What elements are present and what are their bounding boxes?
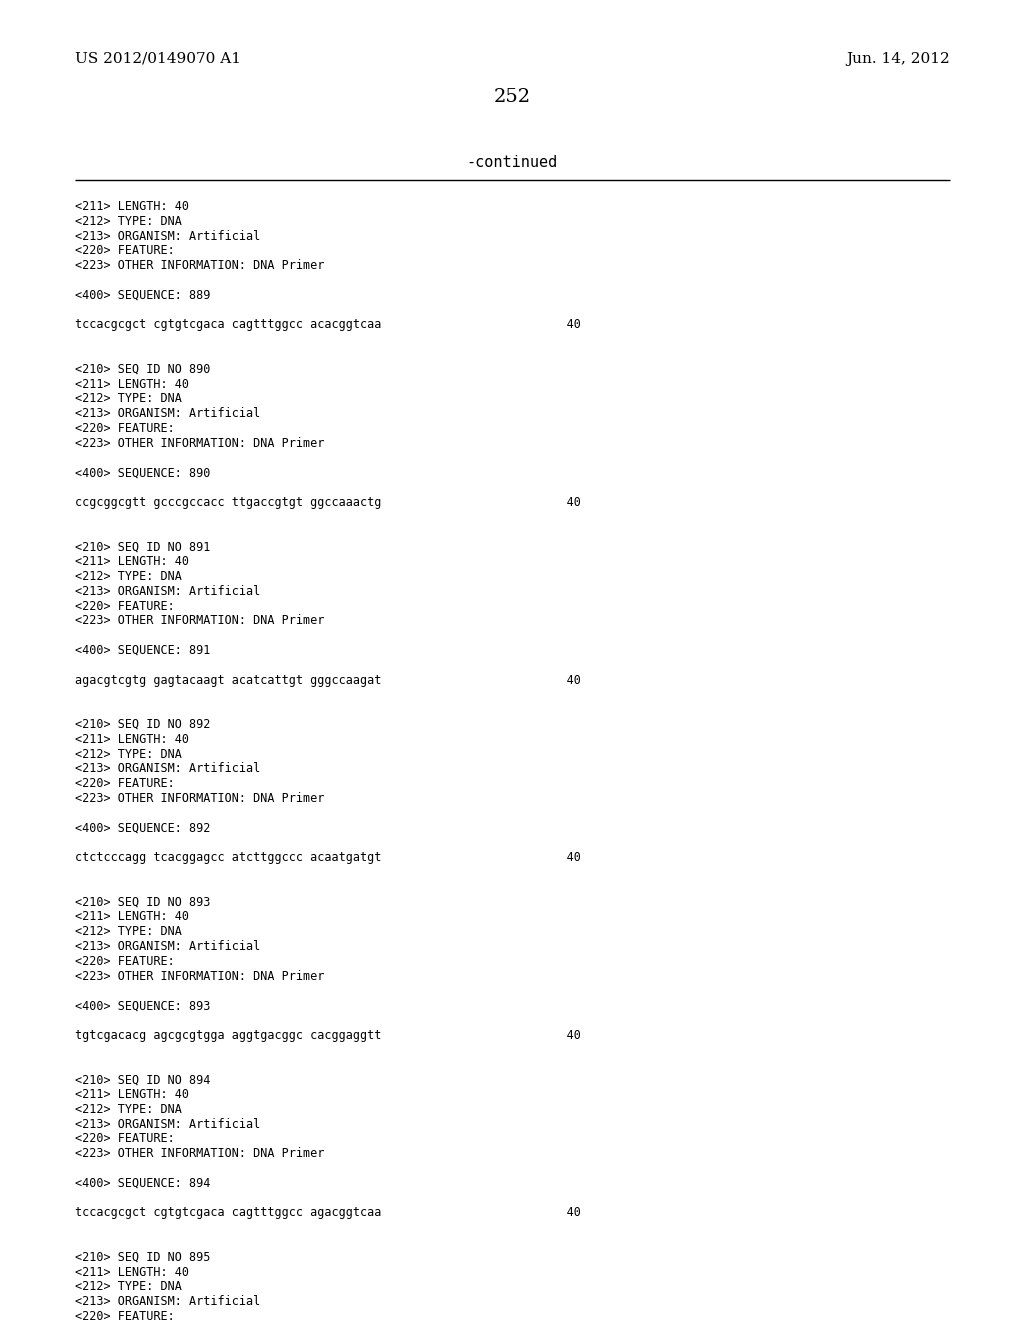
Text: tgtcgacacg agcgcgtgga aggtgacggc cacggaggtt                          40: tgtcgacacg agcgcgtgga aggtgacggc cacggag… (75, 1028, 581, 1041)
Text: <211> LENGTH: 40: <211> LENGTH: 40 (75, 201, 189, 213)
Text: <212> TYPE: DNA: <212> TYPE: DNA (75, 1280, 182, 1294)
Text: 252: 252 (494, 88, 530, 106)
Text: <210> SEQ ID NO 891: <210> SEQ ID NO 891 (75, 540, 210, 553)
Text: <220> FEATURE:: <220> FEATURE: (75, 777, 175, 791)
Text: <223> OTHER INFORMATION: DNA Primer: <223> OTHER INFORMATION: DNA Primer (75, 1147, 325, 1160)
Text: <400> SEQUENCE: 891: <400> SEQUENCE: 891 (75, 644, 210, 657)
Text: <213> ORGANISM: Artificial: <213> ORGANISM: Artificial (75, 763, 260, 775)
Text: <400> SEQUENCE: 892: <400> SEQUENCE: 892 (75, 821, 210, 834)
Text: <210> SEQ ID NO 893: <210> SEQ ID NO 893 (75, 895, 210, 908)
Text: <400> SEQUENCE: 894: <400> SEQUENCE: 894 (75, 1177, 210, 1189)
Text: <211> LENGTH: 40: <211> LENGTH: 40 (75, 1266, 189, 1279)
Text: <212> TYPE: DNA: <212> TYPE: DNA (75, 570, 182, 583)
Text: ccgcggcgtt gcccgccacc ttgaccgtgt ggccaaactg                          40: ccgcggcgtt gcccgccacc ttgaccgtgt ggccaaa… (75, 496, 581, 510)
Text: <400> SEQUENCE: 889: <400> SEQUENCE: 889 (75, 289, 210, 302)
Text: <210> SEQ ID NO 895: <210> SEQ ID NO 895 (75, 1251, 210, 1263)
Text: tccacgcgct cgtgtcgaca cagtttggcc acacggtcaa                          40: tccacgcgct cgtgtcgaca cagtttggcc acacggt… (75, 318, 581, 331)
Text: <213> ORGANISM: Artificial: <213> ORGANISM: Artificial (75, 230, 260, 243)
Text: <223> OTHER INFORMATION: DNA Primer: <223> OTHER INFORMATION: DNA Primer (75, 614, 325, 627)
Text: <213> ORGANISM: Artificial: <213> ORGANISM: Artificial (75, 407, 260, 420)
Text: <213> ORGANISM: Artificial: <213> ORGANISM: Artificial (75, 585, 260, 598)
Text: <211> LENGTH: 40: <211> LENGTH: 40 (75, 378, 189, 391)
Text: <210> SEQ ID NO 894: <210> SEQ ID NO 894 (75, 1073, 210, 1086)
Text: <213> ORGANISM: Artificial: <213> ORGANISM: Artificial (75, 940, 260, 953)
Text: <223> OTHER INFORMATION: DNA Primer: <223> OTHER INFORMATION: DNA Primer (75, 437, 325, 450)
Text: <223> OTHER INFORMATION: DNA Primer: <223> OTHER INFORMATION: DNA Primer (75, 970, 325, 982)
Text: <212> TYPE: DNA: <212> TYPE: DNA (75, 392, 182, 405)
Text: <212> TYPE: DNA: <212> TYPE: DNA (75, 925, 182, 939)
Text: <211> LENGTH: 40: <211> LENGTH: 40 (75, 556, 189, 568)
Text: <220> FEATURE:: <220> FEATURE: (75, 244, 175, 257)
Text: <220> FEATURE:: <220> FEATURE: (75, 599, 175, 612)
Text: <210> SEQ ID NO 890: <210> SEQ ID NO 890 (75, 363, 210, 376)
Text: <223> OTHER INFORMATION: DNA Primer: <223> OTHER INFORMATION: DNA Primer (75, 259, 325, 272)
Text: <213> ORGANISM: Artificial: <213> ORGANISM: Artificial (75, 1295, 260, 1308)
Text: tccacgcgct cgtgtcgaca cagtttggcc agacggtcaa                          40: tccacgcgct cgtgtcgaca cagtttggcc agacggt… (75, 1206, 581, 1220)
Text: <400> SEQUENCE: 893: <400> SEQUENCE: 893 (75, 999, 210, 1012)
Text: ctctcccagg tcacggagcc atcttggccc acaatgatgt                          40: ctctcccagg tcacggagcc atcttggccc acaatga… (75, 851, 581, 865)
Text: Jun. 14, 2012: Jun. 14, 2012 (846, 51, 950, 66)
Text: <220> FEATURE:: <220> FEATURE: (75, 1309, 175, 1320)
Text: <211> LENGTH: 40: <211> LENGTH: 40 (75, 1088, 189, 1101)
Text: <212> TYPE: DNA: <212> TYPE: DNA (75, 747, 182, 760)
Text: <400> SEQUENCE: 890: <400> SEQUENCE: 890 (75, 466, 210, 479)
Text: <211> LENGTH: 40: <211> LENGTH: 40 (75, 911, 189, 924)
Text: <212> TYPE: DNA: <212> TYPE: DNA (75, 1102, 182, 1115)
Text: <212> TYPE: DNA: <212> TYPE: DNA (75, 215, 182, 228)
Text: <220> FEATURE:: <220> FEATURE: (75, 422, 175, 436)
Text: <213> ORGANISM: Artificial: <213> ORGANISM: Artificial (75, 1118, 260, 1131)
Text: agacgtcgtg gagtacaagt acatcattgt gggccaagat                          40: agacgtcgtg gagtacaagt acatcattgt gggccaa… (75, 673, 581, 686)
Text: <210> SEQ ID NO 892: <210> SEQ ID NO 892 (75, 718, 210, 731)
Text: -continued: -continued (466, 154, 558, 170)
Text: <220> FEATURE:: <220> FEATURE: (75, 1133, 175, 1146)
Text: US 2012/0149070 A1: US 2012/0149070 A1 (75, 51, 241, 66)
Text: <220> FEATURE:: <220> FEATURE: (75, 954, 175, 968)
Text: <223> OTHER INFORMATION: DNA Primer: <223> OTHER INFORMATION: DNA Primer (75, 792, 325, 805)
Text: <211> LENGTH: 40: <211> LENGTH: 40 (75, 733, 189, 746)
